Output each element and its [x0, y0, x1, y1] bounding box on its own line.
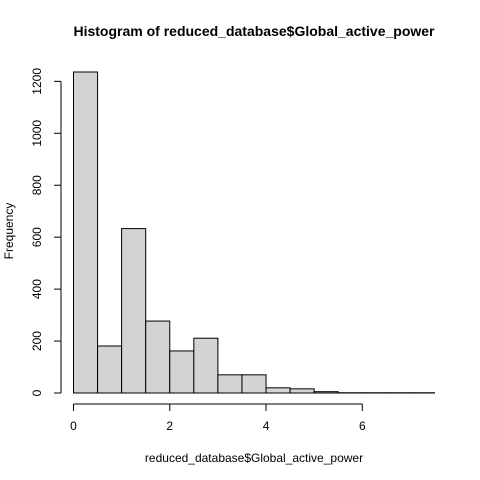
chart-title: Histogram of reduced_database$Global_act… — [73, 23, 435, 39]
y-tick-label-4: 800 — [30, 175, 44, 195]
histogram-bar-6 — [218, 375, 242, 393]
x-tick-label-3: 6 — [359, 419, 366, 433]
histogram-bar-0 — [74, 72, 98, 393]
x-tick-label-2: 4 — [263, 419, 270, 433]
y-axis: 0 200 400 600 800 1000 1200 — [30, 68, 61, 397]
histogram-bar-10 — [314, 392, 338, 393]
y-tick-label-6: 1200 — [30, 68, 44, 95]
x-axis-label: reduced_database$Global_active_power — [145, 451, 363, 465]
y-tick-label-0: 0 — [30, 389, 44, 396]
histogram-bar-8 — [266, 388, 290, 393]
histogram-bar-7 — [242, 375, 266, 393]
histogram-bar-3 — [146, 321, 170, 393]
histogram-bar-9 — [290, 389, 314, 393]
y-tick-label-2: 400 — [30, 279, 44, 299]
y-tick-label-3: 600 — [30, 227, 44, 247]
x-tick-label-1: 2 — [166, 419, 173, 433]
histogram-bar-2 — [122, 229, 146, 393]
y-tick-label-1: 200 — [30, 331, 44, 351]
x-tick-label-0: 0 — [70, 419, 77, 433]
x-axis: 0 2 4 6 — [70, 404, 366, 433]
histogram-bar-4 — [170, 351, 194, 393]
y-axis-label: Frequency — [2, 203, 16, 260]
histogram-bars — [74, 72, 435, 393]
histogram-bar-5 — [194, 338, 218, 393]
histogram-bar-1 — [98, 346, 122, 393]
y-tick-label-5: 1000 — [30, 120, 44, 147]
